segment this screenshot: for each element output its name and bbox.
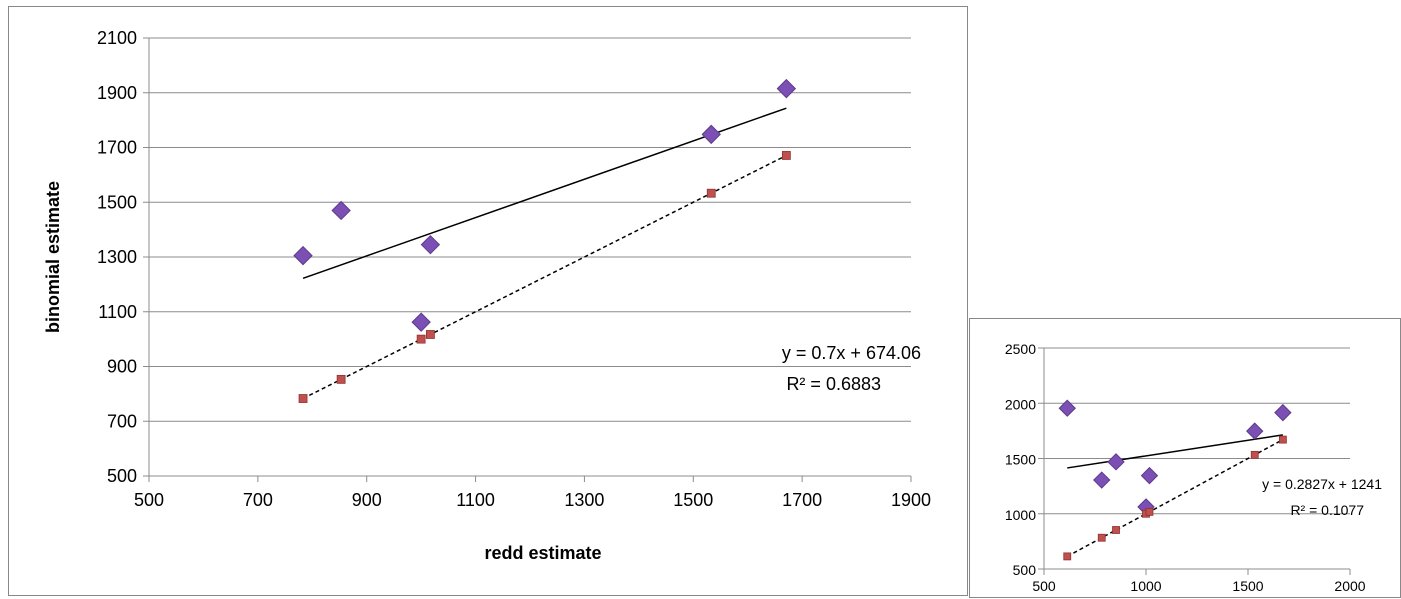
main-x-tick-label: 1500 [673, 490, 713, 510]
small-x-tick-label: 500 [1032, 578, 1056, 594]
main-diamond-point [776, 78, 797, 99]
small-y-tick-label: 2000 [1005, 396, 1036, 412]
small-trendline-equation: y = 0.2827x + 1241 [1262, 476, 1382, 492]
main-x-axis-title: redd estimate [484, 543, 601, 563]
main-y-tick-label: 900 [107, 357, 137, 377]
main-diamond-point [701, 124, 721, 145]
small-square-point [1063, 552, 1072, 561]
main-diamond-point [420, 234, 441, 255]
main-chart-svg: 500 700 900 1100 1300 1500 1700 1900 2100 500 700 9… [43, 28, 931, 563]
small-square-point [1278, 435, 1287, 444]
main-square-point [425, 330, 435, 339]
main-square-point [336, 374, 346, 384]
small-square-point [1097, 533, 1106, 542]
main-scatter-chart: 500 700 900 1100 1300 1500 1700 1900 2100 500 700 9… [8, 6, 968, 596]
main-y-tick-label: 1300 [97, 247, 137, 267]
small-square-point [1112, 526, 1120, 534]
main-x-tick-label: 500 [134, 490, 164, 510]
main-diamond-point [331, 200, 351, 221]
main-x-tick-label: 1900 [891, 490, 931, 510]
main-y-tick-label: 1100 [98, 302, 137, 322]
main-trendline-equation: y = 0.7x + 674.06 [782, 343, 921, 363]
small-r-squared: R² = 0.1077 [1290, 502, 1364, 518]
main-r-squared: R² = 0.6883 [786, 374, 881, 394]
small-diamond-point [1093, 471, 1111, 489]
small-chart-svg: 500 1000 1500 2000 2500 500 1000 1500 2000 y = 0.… [1005, 341, 1382, 594]
main-square-point [706, 188, 716, 198]
small-y-tick-label: 1000 [1005, 507, 1036, 523]
small-trendline-solid [1067, 434, 1283, 469]
small-diamond-point [1058, 399, 1076, 417]
main-x-tick-label: 1100 [456, 490, 495, 510]
small-diamond-point [1246, 422, 1264, 440]
main-y-tick-label: 1500 [97, 192, 137, 212]
small-x-tick-label: 1500 [1232, 578, 1263, 594]
main-x-tick-label: 1300 [564, 490, 604, 510]
small-diamond-point [1107, 453, 1125, 471]
main-y-tick-label: 1700 [97, 138, 137, 158]
main-x-tick-label: 1700 [782, 490, 822, 510]
small-square-point [1250, 450, 1259, 459]
small-y-tick-label: 500 [1013, 562, 1037, 578]
main-square-point [781, 151, 791, 160]
main-square-point [298, 394, 308, 403]
small-y-tick-label: 2500 [1005, 341, 1036, 357]
main-diamond-point [411, 312, 431, 332]
main-y-tick-label: 2100 [97, 28, 137, 48]
small-diamond-point [1140, 466, 1159, 485]
main-trendline-dashed [302, 154, 787, 400]
main-y-tick-label: 1900 [97, 83, 137, 103]
small-y-tick-label: 1500 [1005, 452, 1036, 468]
main-y-tick-label: 500 [107, 466, 137, 486]
small-trendline-dashed [1066, 438, 1284, 558]
main-x-tick-label: 900 [352, 490, 382, 510]
small-scatter-chart: 500 1000 1500 2000 2500 500 1000 1500 2000 y = 0.… [969, 318, 1401, 598]
small-diamond-point [1274, 403, 1292, 422]
main-y-tick-label: 700 [107, 411, 137, 431]
small-x-tick-label: 2000 [1334, 578, 1365, 594]
main-y-axis-title: binomial estimate [43, 181, 63, 333]
main-square-point [416, 334, 426, 344]
small-square-point [1145, 507, 1154, 516]
main-diamond-point [293, 245, 313, 266]
small-x-tick-label: 1000 [1130, 578, 1161, 594]
main-x-tick-label: 700 [243, 490, 273, 510]
